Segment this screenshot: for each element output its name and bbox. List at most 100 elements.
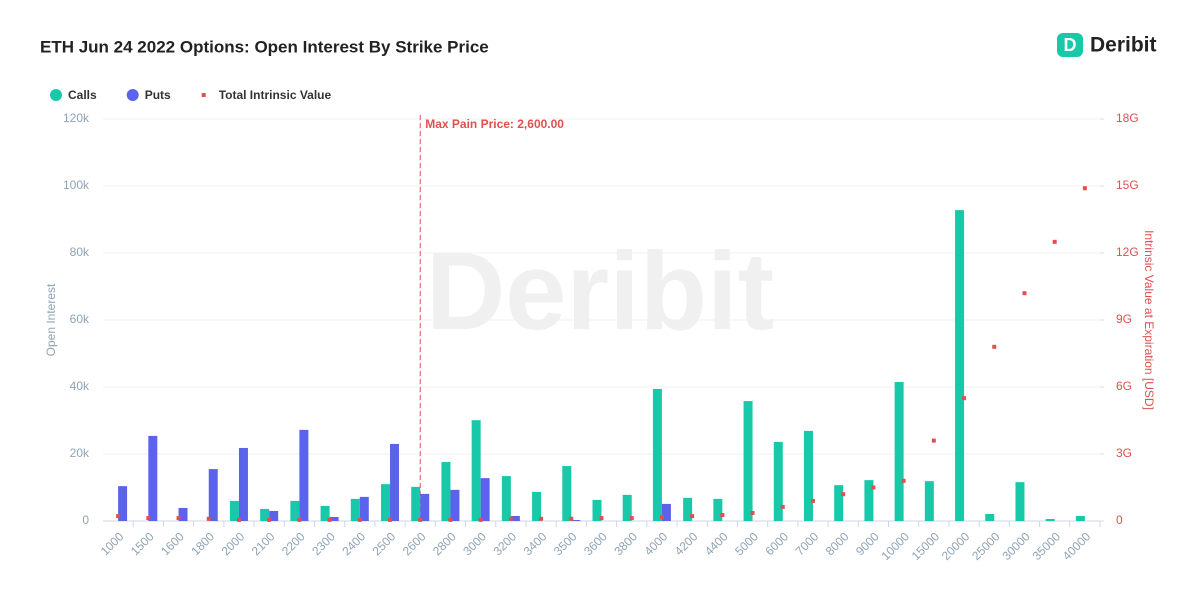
bar <box>260 508 270 521</box>
legend-label[interactable]: Puts <box>145 88 171 102</box>
bar <box>622 494 632 521</box>
bar <box>471 420 481 521</box>
bar <box>290 500 300 521</box>
bar <box>1015 482 1025 521</box>
point <box>659 514 664 519</box>
x-tick-label: 3000 <box>460 529 489 558</box>
bar <box>924 481 934 521</box>
x-tick-label: 2200 <box>279 529 308 558</box>
bar <box>1045 518 1055 521</box>
bar <box>894 381 904 521</box>
point <box>690 514 695 519</box>
x-tick-label: 35000 <box>1030 529 1064 563</box>
point <box>327 517 332 522</box>
point <box>418 517 423 522</box>
bar <box>652 389 662 521</box>
bar <box>148 435 158 521</box>
x-tick-label: 8000 <box>823 529 852 558</box>
x-tick-label: 2600 <box>400 529 429 558</box>
bar <box>350 498 360 521</box>
y2-tick-label: 0 <box>1116 513 1123 527</box>
legend-marker <box>50 89 62 101</box>
x-tick-label: 4400 <box>702 529 731 558</box>
bar <box>441 462 451 521</box>
bar <box>1075 515 1085 521</box>
y2-tick-label: 9G <box>1116 312 1132 326</box>
point <box>267 517 272 522</box>
y-tick-label: 100k <box>63 178 90 192</box>
point <box>116 514 121 519</box>
legend-label[interactable]: Total Intrinsic Value <box>219 88 332 102</box>
x-tick-label: 20000 <box>939 529 973 563</box>
point <box>901 478 906 483</box>
x-tick-label: 9000 <box>853 529 882 558</box>
legend-marker <box>126 89 139 101</box>
bar <box>532 491 542 521</box>
y-axis-title: Open Interest <box>44 283 58 356</box>
bar <box>480 478 490 521</box>
bar <box>329 516 339 521</box>
x-tick-label: 2400 <box>339 529 368 558</box>
bar <box>985 513 995 521</box>
bar <box>411 486 421 521</box>
point <box>297 517 302 522</box>
x-tick-label: 7000 <box>793 529 822 558</box>
y-tick-label: 20k <box>70 446 90 460</box>
bar <box>299 429 309 521</box>
point <box>146 516 151 521</box>
x-tick-label: 1600 <box>158 529 187 558</box>
bar <box>864 480 874 521</box>
point <box>810 498 815 503</box>
point <box>931 438 936 443</box>
x-tick-label: 2500 <box>370 529 399 558</box>
point <box>1082 186 1087 191</box>
y-tick-label: 80k <box>70 245 90 259</box>
bar <box>118 486 128 521</box>
x-tick-label: 2100 <box>249 529 278 558</box>
bar <box>320 505 330 521</box>
x-tick-label: 2300 <box>309 529 338 558</box>
y2-tick-label: 6G <box>1116 379 1132 393</box>
logo-glyph: D <box>1064 35 1077 55</box>
point <box>599 516 604 521</box>
logo-icon <box>1057 33 1083 57</box>
x-tick-label: 25000 <box>969 529 1003 563</box>
x-tick-label: 2800 <box>430 529 459 558</box>
y-tick-label: 120k <box>63 111 90 125</box>
bar <box>571 519 581 521</box>
y-tick-label: 0 <box>82 513 89 527</box>
bar <box>359 496 369 521</box>
point <box>1022 291 1027 296</box>
x-tick-label: 2000 <box>219 529 248 558</box>
x-tick-label: 5000 <box>732 529 761 558</box>
bar <box>562 466 572 521</box>
bar <box>661 503 671 521</box>
x-tick-label: 4000 <box>642 529 671 558</box>
x-tick-label: 3600 <box>581 529 610 558</box>
point <box>236 517 241 522</box>
legend-label[interactable]: Calls <box>68 88 97 102</box>
y2-tick-label: 12G <box>1116 245 1139 259</box>
bar <box>501 476 511 521</box>
x-tick-label: 3500 <box>551 529 580 558</box>
bar <box>450 489 460 521</box>
bar <box>955 210 965 521</box>
point <box>750 510 755 515</box>
bar <box>238 447 248 521</box>
point <box>539 516 544 521</box>
point <box>780 504 785 509</box>
x-tick-label: 1500 <box>128 529 157 558</box>
y-tick-label: 60k <box>70 312 90 326</box>
watermark: Deribit <box>426 230 774 353</box>
x-tick-label: 15000 <box>909 529 943 563</box>
bar <box>269 510 279 521</box>
point <box>962 396 967 401</box>
x-tick-label: 6000 <box>762 529 791 558</box>
bar <box>713 498 723 521</box>
max-pain-label: Max Pain Price: 2,600.00 <box>425 117 564 131</box>
point <box>720 512 725 517</box>
x-tick-label: 3400 <box>521 529 550 558</box>
bar <box>229 500 239 521</box>
logo: D Deribit <box>1057 33 1157 57</box>
